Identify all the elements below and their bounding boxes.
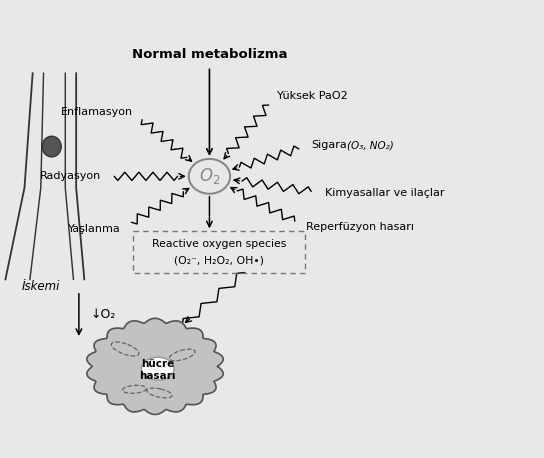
Ellipse shape: [42, 136, 61, 157]
Text: Yüksek PaO2: Yüksek PaO2: [276, 91, 347, 101]
Polygon shape: [87, 318, 223, 414]
Bar: [133, 231, 305, 273]
Text: ↓O₂: ↓O₂: [91, 308, 116, 322]
Text: Kimyasallar ve ilaçlar: Kimyasallar ve ilaçlar: [325, 188, 444, 198]
Text: Sigara: Sigara: [312, 140, 348, 150]
Text: (O₃, NO₂): (O₃, NO₂): [347, 140, 394, 150]
Text: Yaşlanma: Yaşlanma: [67, 224, 120, 234]
Ellipse shape: [141, 357, 174, 380]
Text: Enflamasyon: Enflamasyon: [60, 107, 133, 116]
Text: İskemi: İskemi: [22, 280, 60, 293]
Text: Reactive oxygen species: Reactive oxygen species: [152, 240, 286, 250]
Text: Radyasyon: Radyasyon: [39, 171, 101, 181]
Text: Normal metabolizma: Normal metabolizma: [132, 49, 287, 61]
Text: Reperfüzyon hasarı: Reperfüzyon hasarı: [306, 222, 415, 232]
Text: $O_2$: $O_2$: [199, 166, 220, 186]
Text: hücre
hasarı: hücre hasarı: [139, 359, 176, 381]
Text: (O₂⁻, H₂O₂, OH•): (O₂⁻, H₂O₂, OH•): [174, 256, 264, 266]
